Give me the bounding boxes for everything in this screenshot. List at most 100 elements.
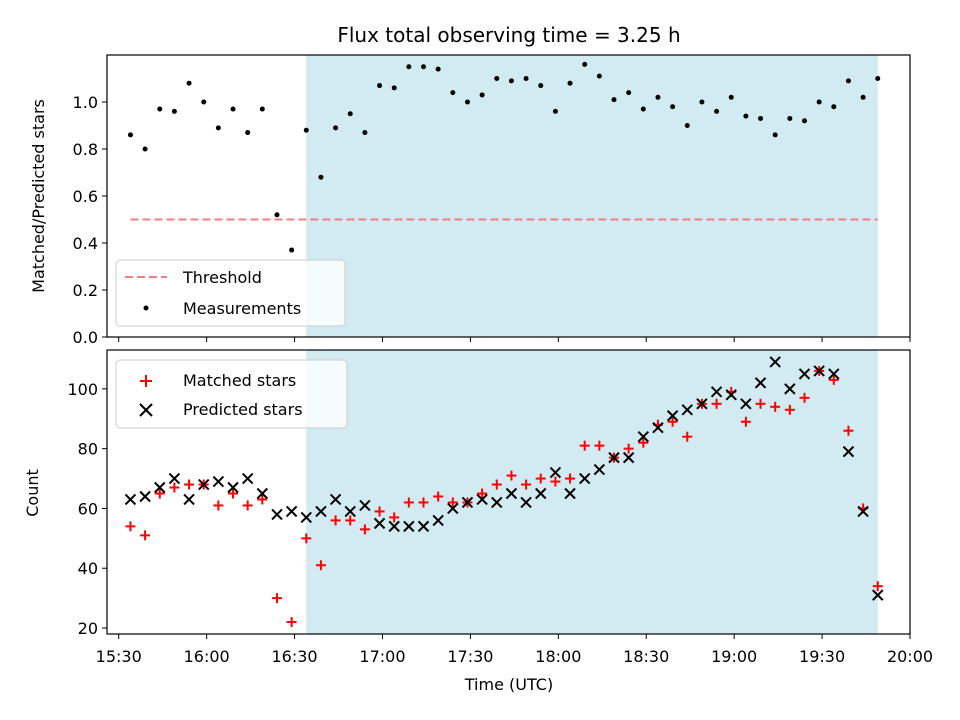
matched-star-point xyxy=(755,398,766,409)
bottom-panel: 20 40 60 80 100 15:30 16:00 16:30 17:00 17:30 18:… xyxy=(23,349,933,694)
threshold-legend-label: Threshold xyxy=(182,268,262,287)
bottom-legend-box xyxy=(115,359,348,429)
matched-star-point xyxy=(301,533,312,544)
matched-star-point xyxy=(140,530,151,541)
predicted-star-point xyxy=(593,463,606,476)
y-tick-label: 60 xyxy=(78,499,98,518)
predicted-star-point xyxy=(198,478,210,491)
matched-star-point xyxy=(682,431,693,442)
matched-star-point xyxy=(242,500,253,511)
measurement-point xyxy=(582,61,588,67)
measurement-point xyxy=(684,123,690,128)
measurement-point xyxy=(523,76,529,81)
x-tick-label: 19:30 xyxy=(799,647,845,666)
bottom-y-axis-label: Count xyxy=(23,469,42,517)
predicted-star-point xyxy=(842,445,855,458)
x-axis-label: Time (UTC) xyxy=(464,675,553,694)
predicted-star-point xyxy=(491,496,503,509)
predicted-star-point xyxy=(373,517,386,530)
predicted-star-point xyxy=(447,502,459,515)
matched-star-point xyxy=(228,488,239,499)
predicted-star-point xyxy=(769,356,781,368)
matched-star-point xyxy=(169,482,180,493)
matched-star-point xyxy=(550,476,561,487)
matched-star-point xyxy=(433,491,444,502)
measurement-point xyxy=(362,130,368,136)
matched-star-point xyxy=(711,398,722,409)
measurement-point xyxy=(479,92,485,98)
measurement-point xyxy=(464,99,470,105)
measurement-point xyxy=(318,174,324,180)
matched-stars-legend-swatch xyxy=(140,375,152,387)
matched-star-point xyxy=(477,488,488,499)
predicted-star-point xyxy=(432,514,444,527)
predicted-star-point xyxy=(359,499,371,512)
matched-star-point xyxy=(623,443,634,454)
measurement-point xyxy=(303,127,309,133)
matched-star-point xyxy=(418,497,429,508)
matched-star-point xyxy=(594,440,605,451)
predicted-star-point xyxy=(124,493,137,506)
matched-star-point xyxy=(579,440,590,451)
matched-star-point xyxy=(345,515,356,526)
predicted-star-point xyxy=(578,472,591,485)
matched-star-point xyxy=(872,581,883,592)
measurement-point xyxy=(289,247,295,253)
matched-star-point xyxy=(491,479,502,490)
measurement-point xyxy=(670,104,676,110)
measurement-point xyxy=(772,132,778,138)
top-legend: Threshold Measurements xyxy=(115,259,346,327)
measurements-legend-swatch xyxy=(143,305,149,311)
x-tick-label: 18:30 xyxy=(623,647,669,666)
measurement-point xyxy=(596,73,602,79)
predicted-star-point xyxy=(183,493,195,506)
measurement-point xyxy=(391,85,397,91)
predicted-star-point xyxy=(549,466,562,479)
x-tick-label: 17:00 xyxy=(359,647,405,666)
top-y-axis-label: Matched/Predicted stars xyxy=(29,99,48,293)
matched-star-point xyxy=(784,404,795,415)
y-tick-label: 0.0 xyxy=(73,328,98,347)
predicted-star-point xyxy=(608,451,620,464)
predicted-star-point xyxy=(725,389,737,401)
measurement-point xyxy=(127,132,133,138)
x-tick-label: 17:30 xyxy=(447,647,493,666)
predicted-star-point xyxy=(315,505,327,518)
measurement-point xyxy=(186,80,192,86)
matched-star-point xyxy=(535,473,546,484)
predicted-star-point xyxy=(388,520,400,533)
x-tick-label: 20:00 xyxy=(887,647,933,666)
predicted-star-point xyxy=(476,493,488,506)
predicted-star-point xyxy=(740,398,752,410)
measurement-point xyxy=(640,106,646,112)
y-tick-label: 40 xyxy=(78,559,98,578)
measurement-point xyxy=(758,115,764,121)
matched-star-point xyxy=(843,425,854,436)
predicted-star-point xyxy=(535,487,547,500)
predicted-star-point xyxy=(403,520,415,533)
measurement-point xyxy=(845,78,851,84)
matched-star-point xyxy=(770,401,781,412)
matched-star-point xyxy=(154,488,165,499)
measurement-point xyxy=(494,76,500,81)
predicted-star-point xyxy=(271,508,283,521)
predicted-star-point xyxy=(344,505,356,518)
measurement-point xyxy=(142,146,148,152)
measurement-point xyxy=(655,94,661,100)
matched-star-point xyxy=(374,506,385,517)
measurement-point xyxy=(259,106,265,112)
predicted-star-point xyxy=(857,505,869,518)
predicted-star-point xyxy=(329,493,342,506)
predicted-star-point xyxy=(564,487,576,500)
matched-star-point xyxy=(213,500,224,511)
predicted-star-point xyxy=(666,410,679,422)
measurement-point xyxy=(230,106,236,112)
matched-star-point xyxy=(667,416,678,427)
matched-star-point xyxy=(315,560,326,571)
predicted-star-point xyxy=(681,404,693,416)
predicted-star-point xyxy=(872,589,884,601)
measurement-point xyxy=(508,78,514,84)
x-tick-label: 16:30 xyxy=(272,647,318,666)
y-tick-label: 0.2 xyxy=(73,281,98,300)
